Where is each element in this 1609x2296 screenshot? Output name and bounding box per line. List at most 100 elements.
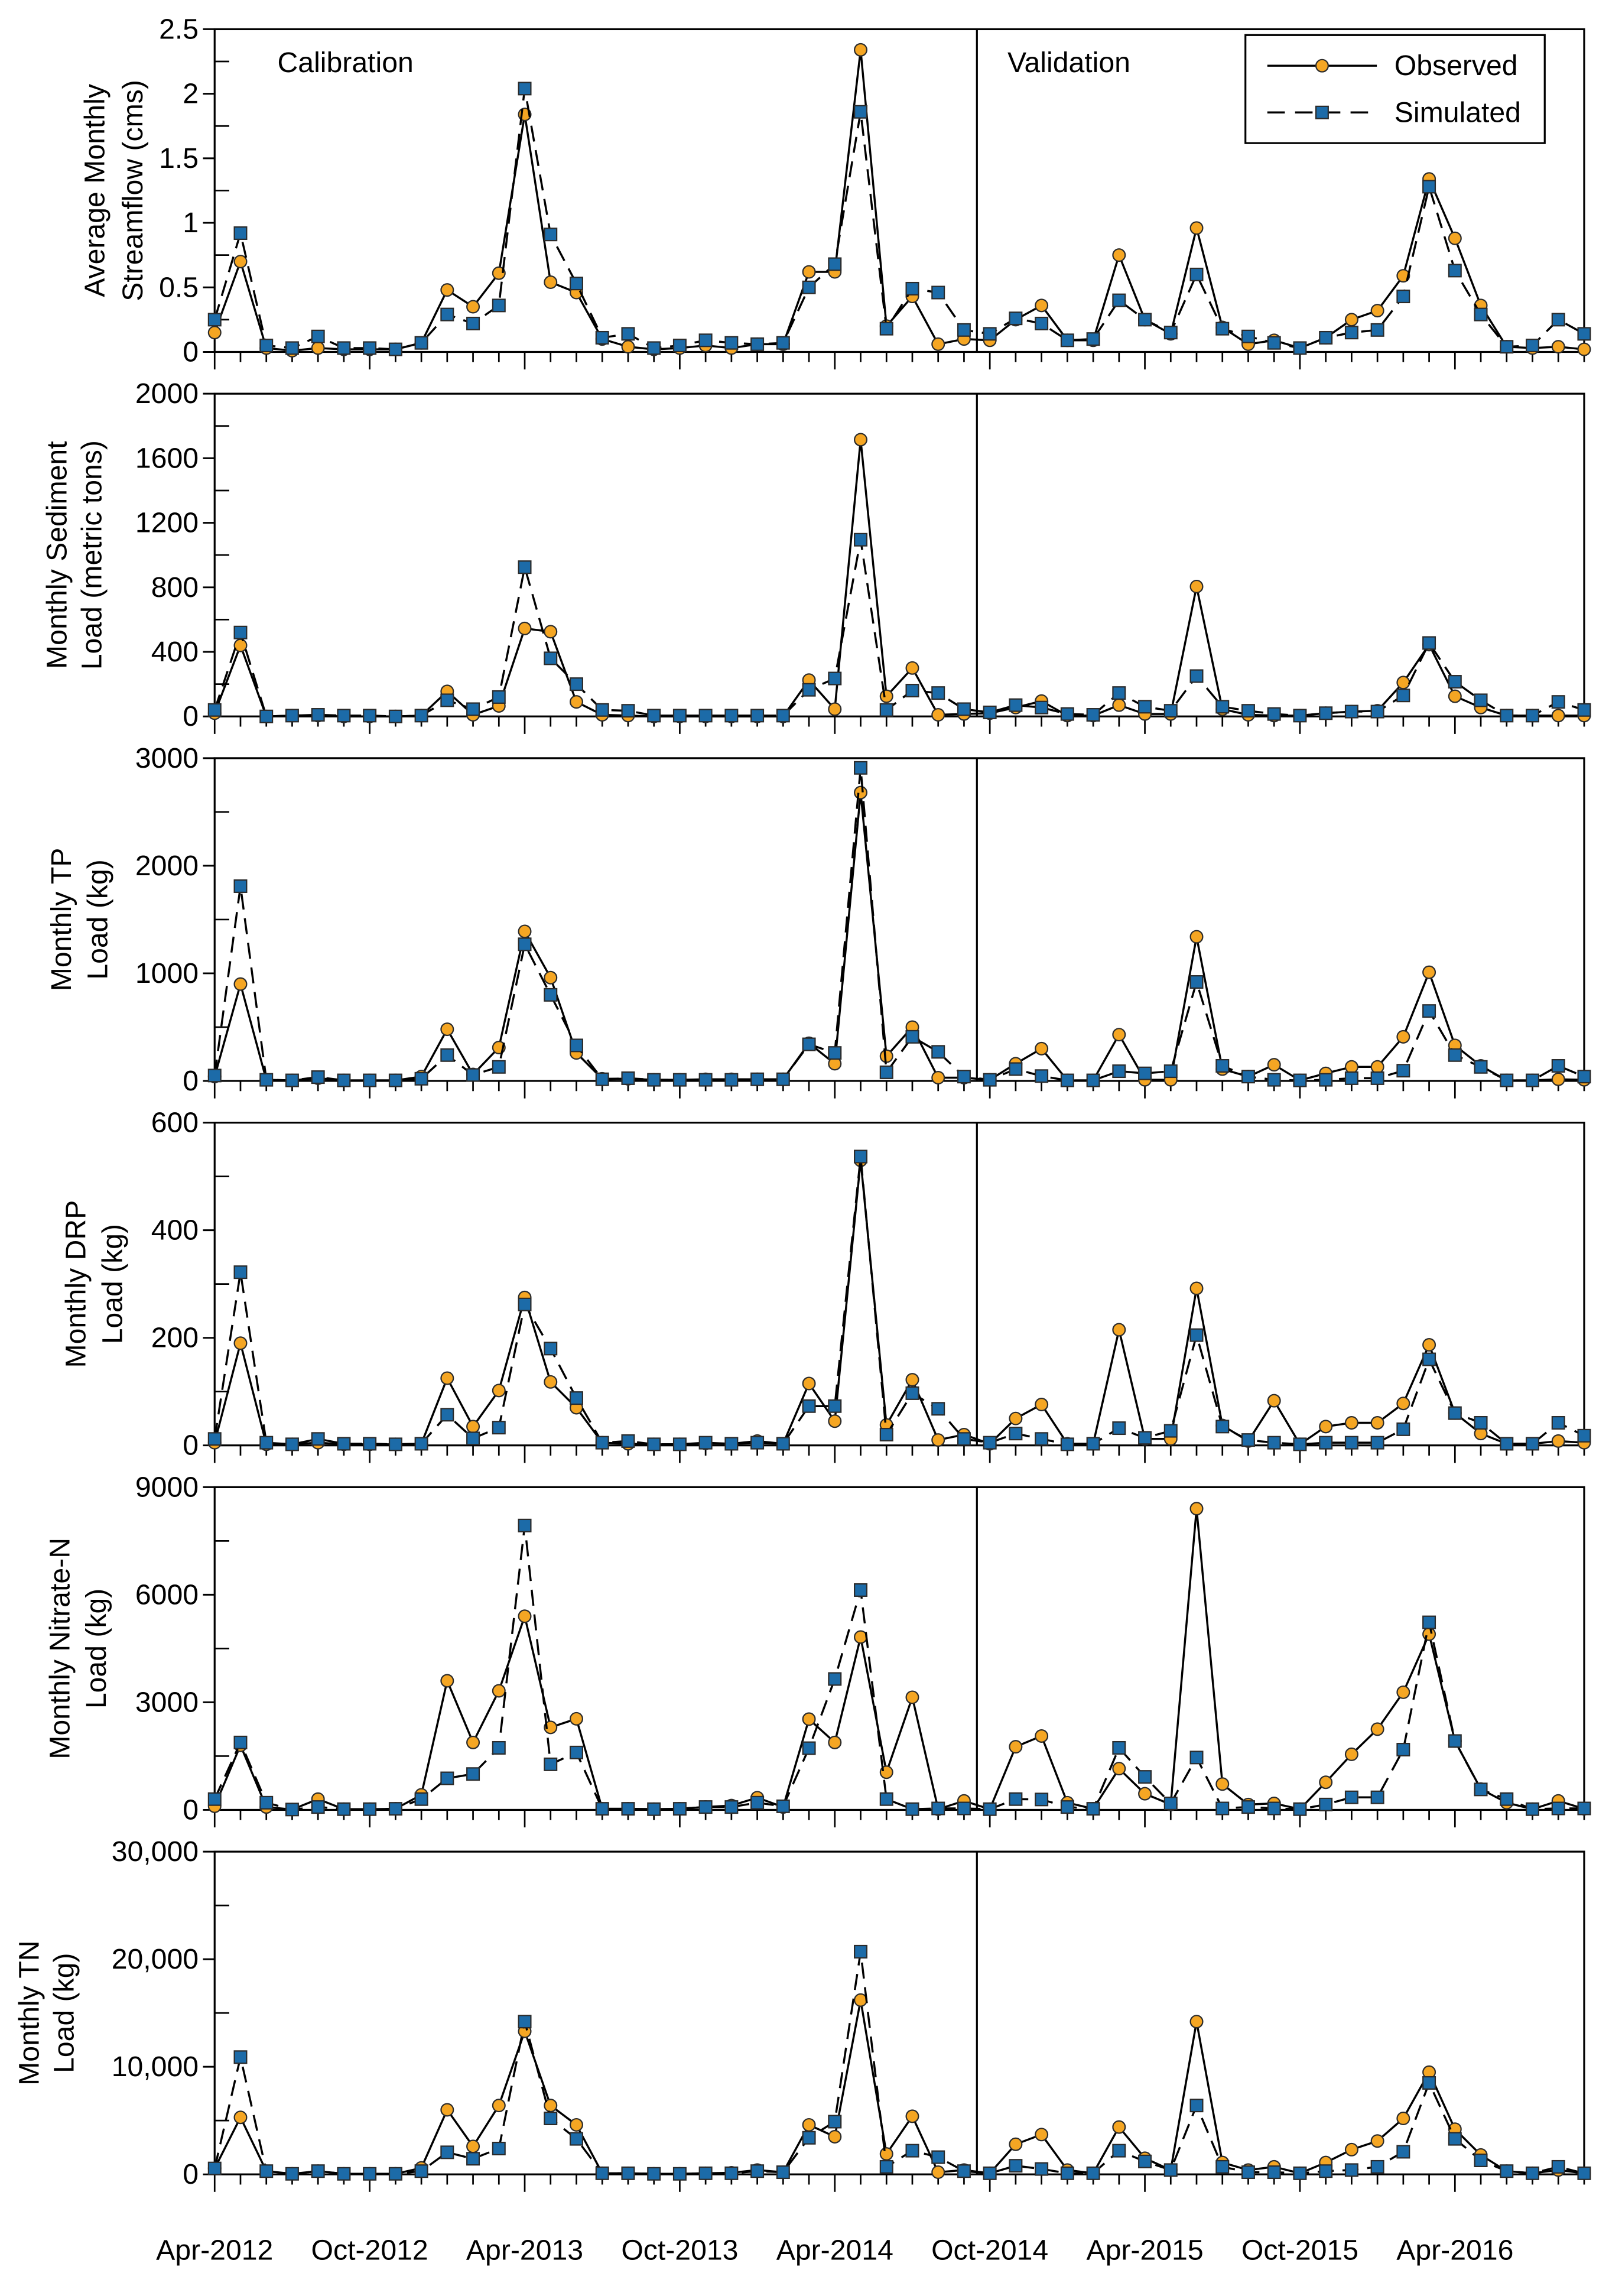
simulated-point [595,1072,609,1086]
y-tick-label: 1200 [135,507,199,539]
simulated-point [776,336,790,350]
simulated-point [854,105,867,119]
simulated-point [207,313,222,327]
simulated-point [854,532,867,547]
observed-point [931,1433,945,1447]
y-tick-label: 30,000 [112,1836,199,1868]
simulated-point [285,709,299,723]
simulated-point [1241,2165,1255,2180]
simulated-point [1060,2166,1074,2180]
simulated-point [1474,307,1488,321]
observed-point [802,2118,816,2132]
y-tick-label: 20,000 [112,1943,199,1975]
simulated-point [544,1757,558,1771]
simulated-point [1163,704,1178,718]
simulated-point [1577,1801,1591,1816]
simulated-point [363,1073,377,1087]
simulated-point [931,2150,945,2164]
simulated-point [1500,340,1514,354]
simulated-point [1138,1066,1152,1080]
simulated-point [1267,707,1281,721]
observed-point [1035,298,1049,313]
simulated-point [1035,316,1049,330]
simulated-point [544,651,558,665]
simulated-point [388,1802,402,1816]
observed-point [311,341,325,355]
simulated-point [1138,1431,1152,1445]
y-axis-label: Streamflow (cms) [117,80,149,301]
simulated-point [879,1792,893,1806]
simulated-point [311,1070,325,1084]
simulated-point [621,327,635,341]
observed-point [854,785,867,800]
y-tick-label: 600 [151,1107,199,1139]
y-tick-label: 0.5 [159,271,199,303]
simulated-point [1293,1437,1307,1451]
simulated-point [1009,1792,1023,1806]
simulated-point [647,2167,661,2181]
observed-point [1189,579,1204,593]
observed-point [1009,1740,1023,1754]
simulated-point [724,2166,739,2180]
simulated-point [1396,1064,1410,1078]
simulated-point [1086,1437,1100,1451]
legend-observed-marker [1315,59,1329,73]
simulated-point [337,1073,351,1087]
y-tick-label: 2000 [135,850,199,882]
simulated-point [414,1437,428,1451]
legend-box [1244,34,1546,144]
simulated-point [1370,1071,1384,1085]
simulated-point [1500,1073,1514,1087]
simulated-point [1577,1428,1591,1443]
observed-point [802,265,816,279]
simulated-point [1112,293,1126,307]
simulated-point [414,709,428,723]
simulated-point [595,1802,609,1816]
observed-point [1577,342,1591,356]
y-tick-label: 0 [183,1794,199,1826]
simulated-point [1215,1058,1230,1073]
simulated-point [1448,264,1462,278]
observed-point [1189,1502,1204,1516]
simulated-point [1396,290,1410,304]
observed-point [1344,1060,1358,1074]
simulated-point [518,82,532,96]
simulated-point [1344,2163,1358,2177]
y-tick-label: 400 [151,1214,199,1246]
simulated-point [440,1408,454,1422]
observed-point [1422,1338,1436,1352]
simulated-point [1370,323,1384,337]
simulated-point [698,1800,713,1814]
simulated-point [802,683,816,697]
x-tick-label: Oct-2015 [1241,2235,1358,2266]
simulated-point [518,1297,532,1311]
simulated-point [621,2166,635,2180]
observed-point [1370,2134,1384,2148]
simulated-point [724,709,739,723]
calibration-label: Calibration [278,47,414,79]
observed-point [1112,1028,1126,1042]
simulated-point [983,1802,997,1816]
simulated-point [207,1792,222,1806]
x-tick-label: Oct-2012 [311,2235,428,2266]
observed-point [466,1735,480,1749]
simulated-point [724,1437,739,1451]
simulated-point [1500,2164,1514,2178]
simulated-point [518,937,532,951]
y-axis-label: Load (kg) [80,1589,112,1709]
simulated-point [337,2167,351,2181]
simulated-point [1551,2159,1565,2174]
simulated-point [1189,267,1204,281]
observed-point [466,2139,480,2154]
observed-point [233,977,248,991]
simulated-point [1526,2166,1539,2180]
simulated-point [569,277,583,291]
observed-point [1396,676,1410,690]
simulated-point [1241,704,1255,718]
simulated-point [1370,704,1384,719]
simulated-point [388,709,402,723]
simulated-point [621,1434,635,1448]
observed-point [1138,1787,1152,1801]
y-tick-label: 3000 [135,742,199,774]
